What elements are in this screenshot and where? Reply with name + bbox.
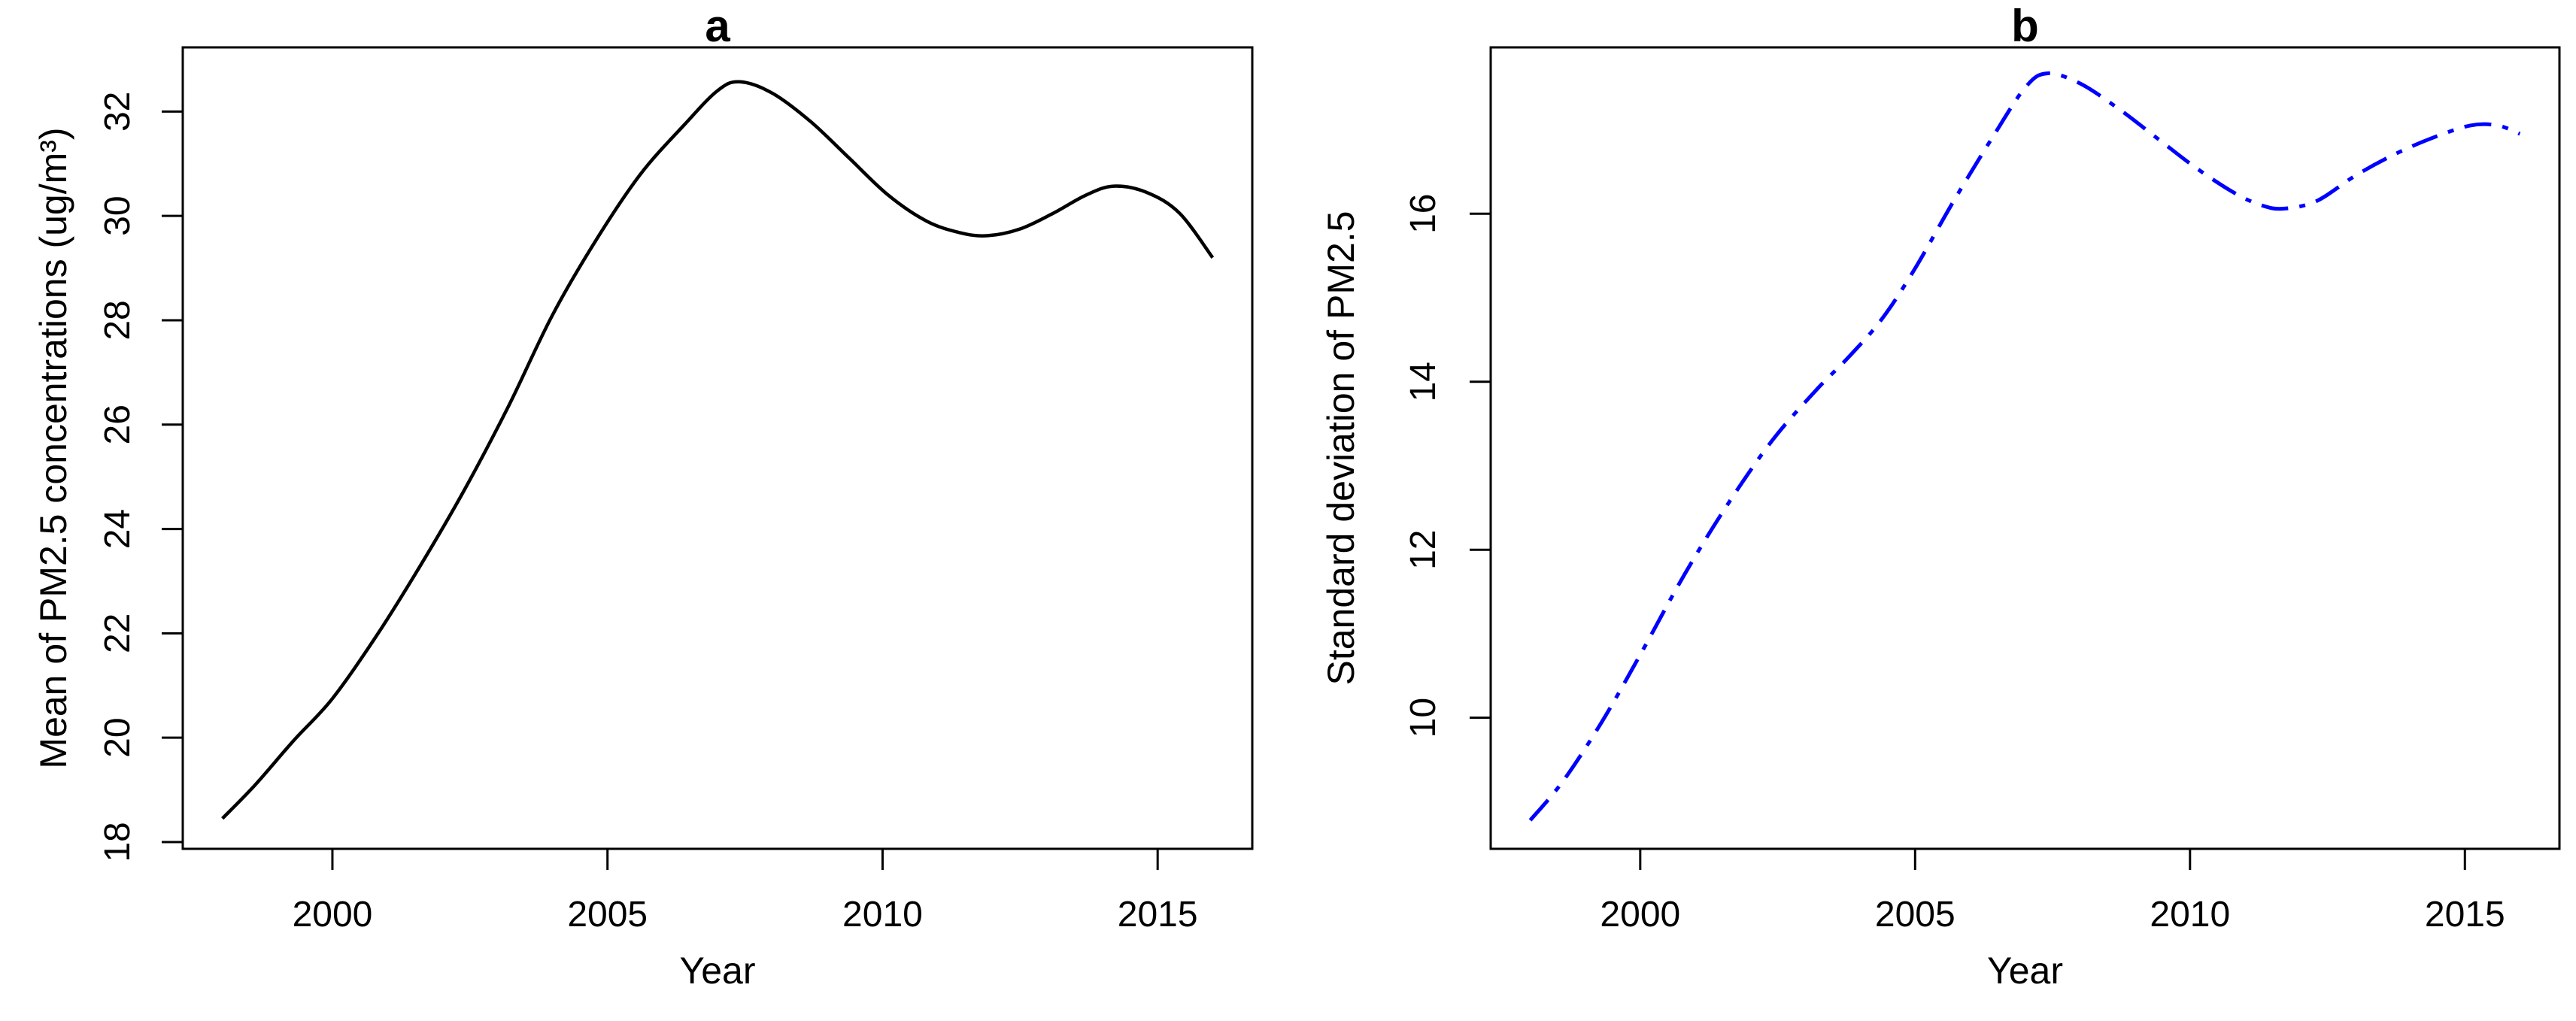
panel-b-x-tick-label: 2015 [2425,895,2505,935]
panel-b-y-axis-label: Standard deviation of PM2.5 [1320,211,1362,686]
panel-b-curve-sd-pm25 [1528,71,2521,822]
panel-a-y-tick-label: 32 [98,92,138,132]
panel-a-x-tick-label: 2015 [1118,895,1198,935]
panel-b-x-tick-label: 2005 [1875,895,1956,935]
panel-b-x-tick-label: 2010 [2150,895,2230,935]
panel-a-x-tick-label: 2000 [293,895,373,935]
panel-a-y-tick-label: 20 [98,717,138,757]
panel-a-x-axis-label: Year [679,950,755,992]
panel-b-x-tick-label: 2000 [1600,895,1680,935]
panel-a-y-tick-label: 24 [98,509,138,549]
panel-a-title: a [705,1,730,51]
panel-b-y-tick-label: 12 [1403,530,1443,570]
panel-a-y-tick-label: 28 [98,300,138,340]
panel-a-y-tick-label: 18 [98,822,138,862]
panel-a-x-tick-label: 2005 [567,895,648,935]
panel-a-y-tick-label: 30 [98,195,138,235]
panel-b-y-tick-label: 10 [1403,698,1443,738]
panel-b-y-tick-label: 16 [1403,194,1443,234]
panel-a-x-tick-label: 2010 [842,895,923,935]
panel-a-y-tick-label: 22 [98,614,138,653]
panel-b-y-tick-label: 14 [1403,362,1443,401]
panel-a-curve-mean-pm25 [221,80,1215,820]
panel-b-box [1489,46,2561,850]
panel-a-y-tick-label: 26 [98,404,138,444]
panel-a-y-axis-label: Mean of PM2.5 concentrations (ug/m³) [32,127,74,768]
panel-a-box [181,46,1254,850]
panel-b-x-axis-label: Year [1987,950,2063,992]
panel-b-title: b [2011,1,2039,51]
